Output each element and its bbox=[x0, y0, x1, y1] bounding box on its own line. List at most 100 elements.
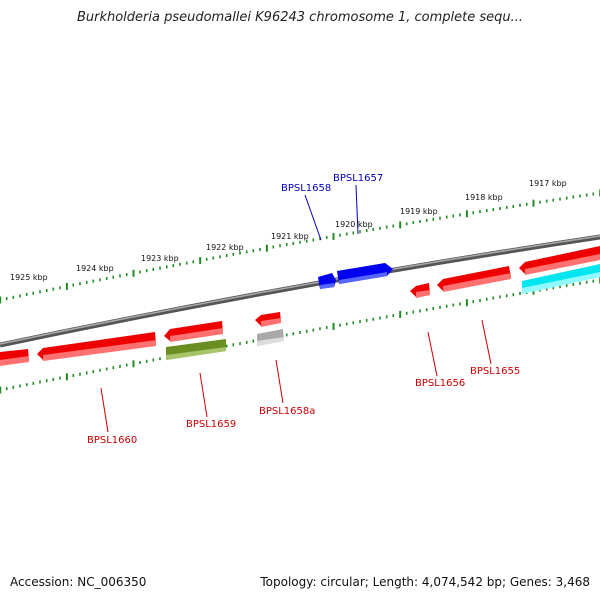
label-BPSL1655: BPSL1655 bbox=[470, 366, 520, 377]
leader-BPSL1655 bbox=[481, 319, 492, 365]
gene-BPSL1655[interactable] bbox=[437, 266, 511, 292]
outer-tick bbox=[45, 289, 48, 292]
outer-tick bbox=[565, 196, 568, 200]
inner-tick bbox=[472, 300, 475, 304]
leader-BPSL1660 bbox=[100, 387, 109, 433]
inner-tick bbox=[145, 359, 148, 363]
inner-tick bbox=[359, 320, 361, 324]
outer-tick bbox=[119, 274, 121, 278]
inner-tick bbox=[565, 284, 568, 288]
inner-tick bbox=[45, 379, 48, 383]
accession-text: Accession: NC_006350 bbox=[10, 575, 147, 589]
gene-BPSL1659-olive[interactable] bbox=[166, 339, 226, 360]
outer-tick bbox=[65, 282, 68, 290]
inner-tick bbox=[585, 280, 588, 284]
outer-tick bbox=[52, 287, 55, 291]
inner-tick bbox=[99, 368, 101, 372]
gene-unlabeled-left[interactable] bbox=[0, 349, 29, 366]
inner-tick bbox=[152, 358, 155, 362]
inner-tick bbox=[32, 381, 35, 385]
gene-BPSL1659[interactable] bbox=[164, 321, 223, 342]
outer-tick bbox=[472, 211, 475, 215]
outer-tick bbox=[459, 213, 461, 217]
gene-BPSL1658a[interactable] bbox=[255, 312, 281, 327]
inner-tick bbox=[72, 374, 75, 377]
inner-tick bbox=[139, 361, 141, 364]
gene-BPSL1657[interactable] bbox=[337, 263, 393, 284]
inner-tick bbox=[85, 371, 88, 375]
outer-tick bbox=[125, 273, 128, 277]
inner-tick bbox=[425, 308, 428, 312]
outer-tick bbox=[219, 255, 221, 259]
gene-unlabeled-right[interactable] bbox=[519, 246, 600, 275]
outer-tick bbox=[525, 202, 528, 206]
inner-tick bbox=[452, 303, 455, 307]
ruler-label: 1920 kbp bbox=[335, 220, 373, 229]
outer-tick bbox=[285, 243, 288, 247]
inner-tick bbox=[545, 287, 548, 291]
outer-tick bbox=[465, 210, 468, 218]
outer-tick bbox=[19, 294, 21, 298]
outer-tick bbox=[265, 244, 268, 252]
inner-tick bbox=[559, 285, 561, 289]
outer-tick bbox=[59, 286, 61, 290]
outer-tick bbox=[145, 269, 148, 273]
inner-tick bbox=[285, 333, 288, 337]
outer-tick bbox=[365, 229, 368, 233]
outer-tick bbox=[299, 240, 301, 244]
outer-tick bbox=[559, 197, 561, 201]
leader-BPSL1658a bbox=[275, 359, 284, 404]
outer-tick bbox=[325, 236, 328, 239]
leader-BPSL1657 bbox=[355, 184, 359, 235]
outer-tick bbox=[592, 192, 595, 196]
outer-tick bbox=[372, 227, 375, 231]
outer-tick bbox=[552, 198, 555, 202]
outer-tick bbox=[345, 232, 348, 236]
ruler-label: 1917 kbp bbox=[529, 179, 567, 188]
gene-cyan[interactable] bbox=[522, 264, 600, 294]
inner-tick bbox=[512, 293, 515, 297]
label-BPSL1658a: BPSL1658a bbox=[259, 406, 315, 417]
gene-BPSL1656[interactable] bbox=[410, 283, 430, 298]
outer-tick bbox=[272, 245, 275, 249]
outer-tick bbox=[352, 231, 355, 235]
ruler-label: 1925 kbp bbox=[10, 273, 48, 282]
outer-tick bbox=[445, 215, 448, 219]
outer-tick bbox=[239, 251, 241, 255]
outer-tick bbox=[359, 230, 361, 234]
outer-tick bbox=[432, 217, 435, 221]
inner-tick bbox=[379, 316, 381, 320]
outer-tick bbox=[519, 203, 521, 207]
inner-tick bbox=[592, 279, 595, 283]
gene-BPSL1658a-gray[interactable] bbox=[257, 329, 284, 346]
inner-tick bbox=[345, 322, 348, 326]
outer-tick bbox=[312, 238, 315, 242]
summary-text: Topology: circular; Length: 4,074,542 bp… bbox=[260, 575, 590, 589]
inner-tick bbox=[245, 340, 248, 344]
inner-tick bbox=[125, 363, 128, 367]
gene-BPSL1660[interactable] bbox=[37, 332, 156, 361]
inner-tick bbox=[459, 302, 461, 306]
outer-tick bbox=[159, 266, 161, 270]
inner-tick bbox=[312, 328, 315, 332]
inner-tick bbox=[492, 296, 495, 300]
inner-tick bbox=[325, 326, 328, 330]
outer-tick bbox=[539, 200, 541, 204]
outer-tick bbox=[452, 214, 455, 218]
inner-tick bbox=[479, 298, 481, 302]
outer-tick bbox=[212, 256, 215, 260]
inner-tick bbox=[412, 310, 415, 314]
gene-BPSL1658[interactable] bbox=[318, 273, 336, 289]
outer-tick bbox=[205, 257, 208, 261]
inner-tick bbox=[12, 385, 15, 389]
outer-tick bbox=[92, 279, 95, 283]
inner-tick bbox=[59, 376, 61, 380]
outer-tick bbox=[172, 264, 175, 268]
outer-tick bbox=[185, 261, 188, 265]
ruler-label: 1918 kbp bbox=[465, 193, 503, 202]
outer-tick bbox=[39, 290, 41, 294]
inner-tick bbox=[499, 295, 501, 299]
outer-tick bbox=[512, 204, 515, 208]
inner-tick bbox=[292, 332, 295, 336]
